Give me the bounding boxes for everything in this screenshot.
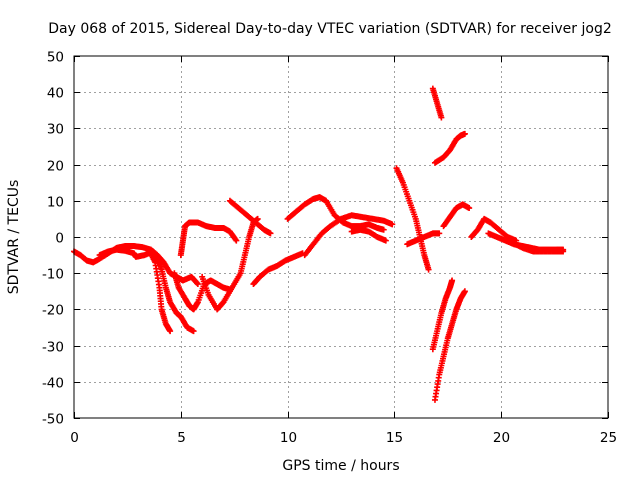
- data-series: [429, 277, 456, 353]
- y-tick-label: 50: [47, 50, 64, 66]
- y-tick-labels: -50 -40 -30 -20 -10 0 10 20 30 40 50: [42, 50, 64, 428]
- data-point: [560, 248, 567, 255]
- data-series: [393, 165, 432, 273]
- data-point: [425, 266, 432, 273]
- data-point: [466, 205, 473, 212]
- data-series: [431, 288, 468, 403]
- data-point: [461, 130, 468, 137]
- y-tick-label: 0: [55, 231, 64, 247]
- data-point: [233, 237, 240, 244]
- x-tick-label: 20: [493, 430, 510, 446]
- x-tick-labels: 0 5 10 15 20 25: [70, 430, 617, 446]
- data-point: [382, 237, 389, 244]
- y-tick-label: -40: [42, 376, 64, 392]
- y-tick-label: -20: [42, 303, 64, 319]
- data-series: [468, 215, 520, 244]
- chart-title: Day 068 of 2015, Sidereal Day-to-day VTE…: [48, 21, 611, 37]
- data-series: [177, 219, 240, 259]
- y-tick-label: 30: [47, 122, 64, 138]
- x-tick-label: 15: [386, 430, 403, 446]
- data-point: [449, 277, 456, 284]
- data-point: [438, 114, 445, 121]
- y-tick-label: -30: [42, 340, 64, 356]
- y-axis-label: SDTVAR / TECUs: [6, 180, 22, 295]
- data-series: [199, 215, 261, 313]
- data-point: [190, 328, 197, 335]
- data-series: [226, 197, 274, 237]
- data-point: [167, 328, 174, 335]
- x-tick-label: 25: [600, 430, 617, 446]
- data-point: [254, 215, 261, 222]
- y-tick-label: 40: [47, 86, 64, 102]
- x-tick-label: 10: [280, 430, 297, 446]
- data-series: [145, 246, 174, 335]
- data-series: [284, 194, 387, 233]
- data-series: [431, 130, 468, 166]
- y-tick-label: 10: [47, 195, 64, 211]
- x-tick-label: 0: [70, 430, 79, 446]
- data-series: [429, 85, 445, 121]
- axis-ticks: [74, 56, 609, 419]
- data-point: [232, 236, 239, 243]
- data-series: [440, 201, 473, 230]
- data-point: [194, 280, 201, 287]
- y-tick-label: 20: [47, 159, 64, 175]
- data-series: [348, 226, 389, 244]
- data-series: [508, 239, 567, 255]
- data-point: [194, 281, 201, 288]
- data-point: [461, 288, 468, 295]
- grid-lines: [74, 56, 608, 418]
- y-tick-label: -10: [42, 267, 64, 283]
- x-axis-label: GPS time / hours: [282, 458, 399, 474]
- data-series: [404, 230, 443, 248]
- data-point: [389, 221, 396, 228]
- y-tick-label: -50: [42, 412, 64, 428]
- data-point: [380, 226, 387, 233]
- data-point: [436, 230, 443, 237]
- data-points: [71, 85, 567, 403]
- data-series: [301, 212, 396, 259]
- data-point: [267, 230, 274, 237]
- x-tick-label: 5: [177, 430, 186, 446]
- data-series: [250, 250, 306, 288]
